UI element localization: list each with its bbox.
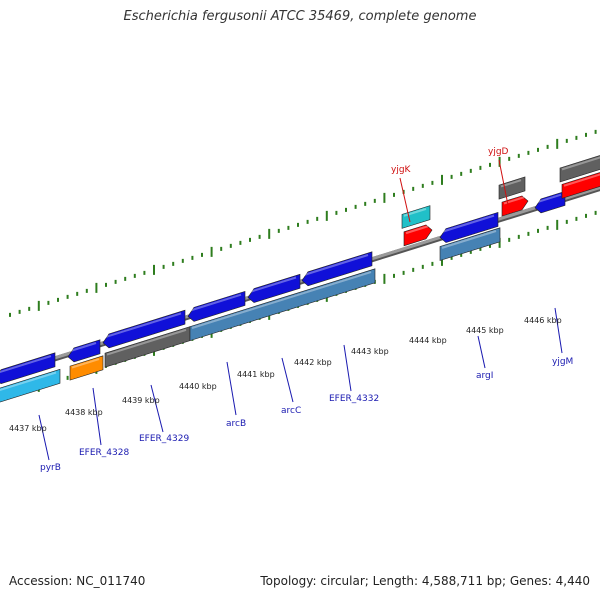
feature-arrows: [0, 155, 600, 403]
scale-label: 4441 kbp: [237, 370, 275, 379]
gene-arrow-misc-1-shine: [106, 328, 187, 356]
tick-marks: [9, 129, 597, 398]
gene-arrow-EFER_4328-shine: [69, 342, 97, 353]
gene-arrow-argI: [439, 211, 499, 243]
leader-line: [477, 335, 486, 369]
gene-label-efer_4332: EFER_4332: [329, 394, 379, 404]
gene-arrow-EFER_4329: [102, 309, 186, 349]
leader-line: [38, 414, 50, 461]
gene-label-argi: argI: [476, 371, 493, 381]
gene-label-yjgk: yjgK: [391, 165, 412, 175]
gene-arrow-EFER_4329-shine: [104, 312, 182, 339]
scale-label: 4439 kbp: [122, 396, 160, 405]
gene-label-yjgd: yjgD: [488, 147, 509, 157]
gene-arrow-arcC: [247, 273, 301, 303]
map-title: Escherichia fergusonii ATCC 35469, compl…: [123, 9, 477, 24]
gene-arrow-EFER_4328: [67, 339, 101, 363]
gene-arrow-EFER_4332-shine: [303, 254, 369, 276]
gene-arrow-arcB: [187, 290, 246, 322]
gene-label-arcb: arcB: [226, 419, 246, 429]
gene-arrow-yjgK-trna-shine: [403, 207, 427, 217]
gene-arrow-highlight-2-shine: [441, 230, 497, 249]
scale-label: 4440 kbp: [179, 382, 217, 391]
gene-arrow-pyrB: [0, 352, 56, 385]
gene-arrow-EFER_4332: [301, 251, 373, 287]
gene-arrow-pseudo-shine: [71, 358, 100, 369]
leader-line: [92, 387, 102, 446]
gene-arrow-highlight-shine: [191, 271, 372, 329]
leader-line: [343, 344, 352, 392]
gene-arrow-yjgM: [534, 190, 566, 214]
gene-arrow-yjgK-trna: [401, 205, 431, 229]
gene-arrow-arcB-shine: [189, 293, 242, 312]
gene-arrow-arcC-shine: [249, 276, 297, 293]
gene-arrow-argI-shine: [441, 214, 495, 233]
gene-arrow-rrna-2-shine: [563, 173, 600, 187]
scale-label: 4446 kbp: [524, 316, 562, 325]
scale-label: 4445 kbp: [466, 326, 504, 335]
gene-labels: pyrB EFER_4328 EFER_4329 arcB arcC EFER_4332 a…: [40, 147, 573, 473]
gene-arrow-light: [0, 368, 61, 403]
gene-arrow-highlight: [189, 268, 376, 342]
gene-arrow-highlight-2: [439, 227, 501, 261]
gene-label-efer_4329: EFER_4329: [139, 434, 189, 444]
gene-arrow-misc-2-shine: [561, 156, 600, 171]
gene-arrow-yjgD: [501, 195, 529, 217]
leader-line: [150, 384, 164, 433]
scale-labels: 4437 kbp 4438 kbp 4439 kbp 4440 kbp 4441 kbp…: [9, 316, 562, 433]
scale-label: 4444 kbp: [409, 336, 447, 345]
leader-line: [554, 307, 563, 354]
leader-line: [498, 159, 509, 206]
gene-arrow-pseudo: [69, 355, 104, 381]
leader-line: [226, 361, 237, 416]
gene-arrow-light-shine: [0, 371, 57, 392]
leader-line: [399, 177, 411, 223]
gene-arrow-yjgK: [403, 224, 433, 247]
genome-summary-text: Topology: circular; Length: 4,588,711 bp…: [260, 574, 590, 588]
gene-arrow-pyrB-shine: [0, 355, 52, 374]
scale-label: 4437 kbp: [9, 424, 47, 433]
scale-label: 4443 kbp: [351, 347, 389, 356]
label-leaders: [38, 159, 563, 461]
gene-label-arcc: arcC: [281, 406, 301, 416]
gene-arrow-misc-2: [559, 155, 600, 183]
scale-label: 4438 kbp: [65, 408, 103, 417]
gene-arrow-rrna-2: [561, 172, 600, 199]
accession-text: Accession: NC_011740: [9, 574, 146, 588]
gene-arrow-yjgM-shine: [536, 193, 562, 204]
scale-label: 4442 kbp: [294, 358, 332, 367]
gene-label-pyrb: pyrB: [40, 463, 61, 473]
leader-line: [281, 357, 294, 403]
gene-label-efer_4328: EFER_4328: [79, 448, 129, 458]
gene-label-yjgm: yjgM: [552, 357, 573, 367]
gene-arrow-yjgK-shine: [405, 225, 429, 235]
